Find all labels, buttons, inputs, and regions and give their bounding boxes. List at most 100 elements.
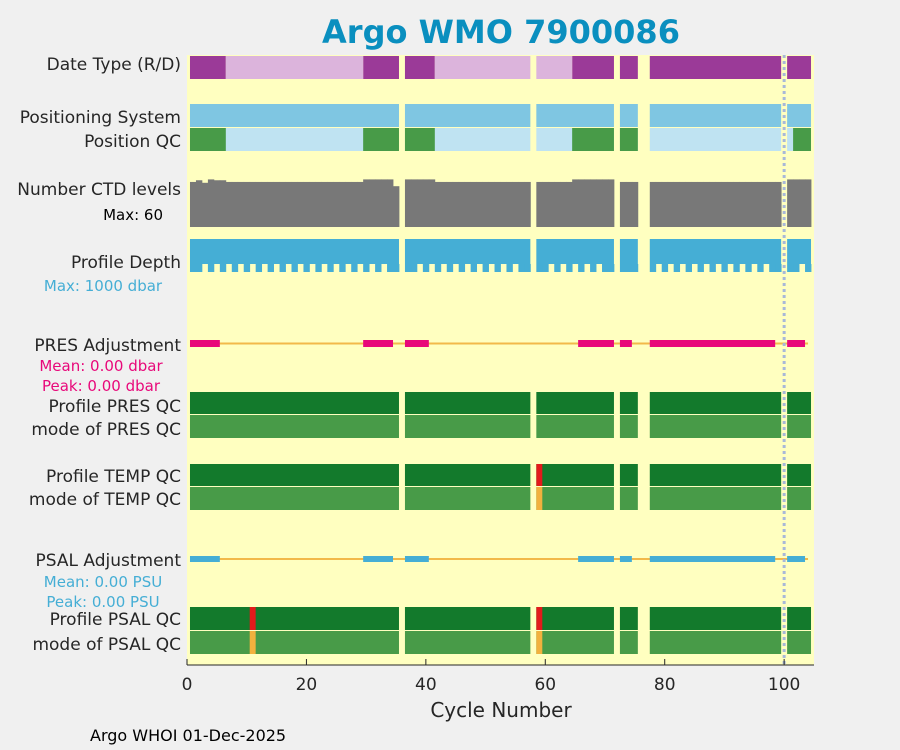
row-number-ctd-levels-level-bar — [518, 181, 525, 227]
row-profile-depth-tick-bar — [279, 264, 286, 272]
row-number-ctd-levels-level-bar — [649, 181, 657, 227]
row-mode-of-psal-qc-bar — [404, 631, 531, 654]
chart-marks — [189, 55, 812, 665]
row-number-ctd-levels-level-bar — [261, 181, 269, 227]
row-number-ctd-levels-level-bar — [249, 181, 257, 227]
row-pres-adjustment-adjust-bar — [649, 340, 776, 347]
row-profile-psal-qc-bar — [189, 607, 399, 630]
x-axis: 0 20 40 60 80 100 — [182, 659, 814, 695]
row-profile-depth-tick-bar — [255, 264, 263, 272]
row-number-ctd-levels-level-bar — [464, 181, 472, 227]
row-profile-depth-tick-bar — [470, 264, 478, 272]
row-number-ctd-levels-level-bar — [219, 180, 227, 227]
x-tick-label: 0 — [182, 675, 193, 695]
row-position-qc-good-bar — [572, 128, 614, 151]
row-mode-of-psal-qc-label: mode of PSAL QC — [32, 635, 181, 655]
row-number-ctd-levels-level-bar — [237, 181, 245, 227]
row-number-ctd-levels-level-bar — [243, 181, 251, 227]
row-number-ctd-levels-level-bar — [410, 179, 418, 227]
row-number-ctd-levels-level-bar — [584, 179, 591, 227]
row-mode-of-pres-qc-bar — [619, 415, 638, 438]
row-number-ctd-levels-level-bar — [745, 181, 752, 227]
row-number-ctd-levels-level-bar — [231, 181, 239, 227]
row-number-ctd-levels-level-bar — [679, 181, 687, 227]
row-labels: Date Type (R/D) Positioning System Positio… — [17, 55, 181, 655]
row-profile-depth-tick-bar — [649, 264, 657, 272]
row-date-type-r-d-realtime-bar — [189, 56, 226, 79]
row-profile-depth-tick-bar — [625, 264, 633, 272]
row-number-ctd-levels-level-bar — [351, 181, 358, 227]
row-number-ctd-levels-level-bar — [631, 181, 639, 227]
row-psal-adjustment-adjust-bar — [619, 556, 632, 562]
row-psal-adjustment-adjust-bar — [578, 556, 614, 562]
row-mode-of-pres-qc-bar — [536, 415, 614, 438]
row-number-ctd-levels-level-bar — [542, 181, 549, 227]
row-mode-of-temp-qc-bar — [649, 487, 782, 510]
row-number-ctd-levels-level-bar — [339, 181, 346, 227]
row-profile-depth-tick-bar — [524, 264, 531, 272]
row-pres-adjustment-adjust-bar — [578, 340, 614, 347]
row-profile-depth-tick-bar — [291, 264, 298, 272]
row-profile-depth-bar — [404, 239, 531, 264]
x-tick-label: 60 — [534, 675, 556, 695]
row-date-type-r-d-delayed-bar — [434, 56, 531, 79]
row-date-type-r-d-realtime-bar — [649, 56, 782, 79]
row-position-qc-good-bar — [619, 128, 638, 151]
row-number-ctd-levels-level-bar — [757, 181, 764, 227]
row-mode-of-temp-qc-label: mode of TEMP QC — [29, 490, 181, 510]
row-date-type-r-d-realtime-bar — [787, 56, 812, 79]
row-positioning-system-bar — [649, 104, 782, 127]
row-psal-adjustment-adjust-bar — [404, 556, 429, 562]
row-profile-depth-tick-bar — [805, 264, 812, 272]
row-number-ctd-levels-level-bar — [327, 181, 334, 227]
row-mode-of-psal-qc-bar — [649, 631, 782, 654]
row-pres-adjustment-adjust-bar — [189, 340, 220, 347]
row-pres-adjustment-mean-label: Mean: 0.00 dbar — [39, 357, 163, 375]
row-profile-depth-tick-bar — [775, 264, 782, 272]
row-number-ctd-levels-level-bar — [548, 181, 555, 227]
row-number-ctd-levels-level-bar — [691, 181, 698, 227]
row-number-ctd-levels-level-bar — [440, 181, 448, 227]
row-date-type-r-d-delayed-bar — [536, 56, 573, 79]
row-number-ctd-levels-level-bar — [799, 179, 806, 227]
row-profile-pres-qc-bar — [649, 392, 782, 414]
row-profile-depth-tick-bar — [393, 264, 400, 272]
row-mode-of-pres-qc-bar — [404, 415, 531, 438]
row-number-ctd-levels-level-bar — [739, 181, 746, 227]
row-number-ctd-levels-level-bar — [482, 181, 489, 227]
row-profile-depth-tick-bar — [404, 264, 412, 272]
plot-area — [187, 55, 814, 665]
row-number-ctd-levels-level-bar — [416, 179, 424, 227]
row-profile-depth-tick-bar — [363, 264, 370, 272]
row-number-ctd-levels-level-bar — [213, 180, 221, 227]
row-number-ctd-levels-level-bar — [619, 181, 627, 227]
row-profile-depth-tick-bar — [542, 264, 549, 272]
row-psal-adjustment-adjust-bar — [649, 556, 776, 562]
row-number-ctd-levels-level-bar — [428, 179, 436, 227]
row-profile-depth-tick-bar — [219, 264, 227, 272]
row-number-ctd-levels-level-bar — [273, 181, 280, 227]
row-number-ctd-levels-level-bar — [470, 181, 478, 227]
row-number-ctd-levels-level-bar — [793, 179, 800, 227]
row-number-ctd-levels-level-bar — [751, 181, 758, 227]
row-profile-depth-tick-bar — [745, 264, 752, 272]
row-profile-depth-tick-bar — [661, 264, 669, 272]
row-mode-of-temp-qc-bar — [787, 487, 812, 510]
row-profile-depth-tick-bar — [375, 264, 382, 272]
row-number-ctd-levels-level-bar — [303, 181, 310, 227]
row-number-ctd-levels-level-bar — [422, 179, 430, 227]
row-profile-depth-tick-bar — [351, 264, 358, 272]
x-tick-label: 20 — [296, 675, 318, 695]
row-position-qc-interp-bar — [189, 128, 399, 151]
row-mode-of-pres-qc-label: mode of PRES QC — [31, 420, 181, 440]
row-number-ctd-levels-level-bar — [387, 179, 394, 227]
row-number-ctd-levels-level-bar — [363, 179, 370, 227]
row-number-ctd-levels-level-bar — [625, 181, 633, 227]
row-psal-adjustment-adjust-bar — [363, 556, 394, 562]
row-mode-of-pres-qc-bar — [649, 415, 782, 438]
row-profile-depth-bar — [787, 239, 812, 264]
row-profile-psal-qc-bar — [536, 607, 614, 630]
row-psal-adjustment-baseline — [192, 558, 809, 560]
row-profile-depth-tick-bar — [733, 264, 740, 272]
row-number-ctd-levels-level-bar — [333, 181, 340, 227]
